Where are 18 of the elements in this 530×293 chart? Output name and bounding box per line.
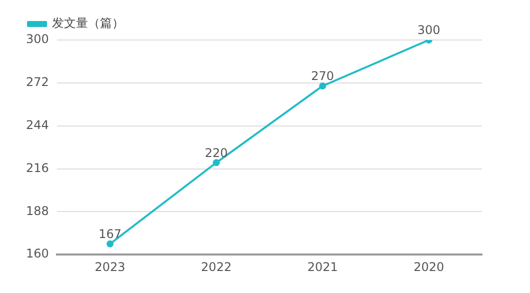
data-label: 300 — [417, 23, 440, 38]
data-label: 167 — [98, 226, 122, 241]
data-label: 270 — [311, 69, 334, 84]
y-tick-label: 160 — [26, 246, 49, 261]
legend-label: 发文量（篇） — [52, 16, 124, 30]
y-tick-label: 272 — [26, 75, 49, 90]
x-tick-label: 2022 — [201, 260, 232, 274]
data-label: 220 — [204, 146, 228, 160]
point — [106, 240, 114, 248]
point — [319, 82, 326, 90]
y-tick-label: 244 — [26, 118, 49, 132]
x-tick-label: 2020 — [414, 260, 444, 274]
x-tick-label: 2023 — [94, 260, 126, 274]
x-tick-label: 2021 — [307, 260, 338, 274]
y-tick-label: 300 — [26, 32, 49, 46]
y-tick-label: 188 — [26, 204, 49, 218]
y-tick-label: 216 — [26, 160, 49, 175]
point — [212, 159, 220, 166]
